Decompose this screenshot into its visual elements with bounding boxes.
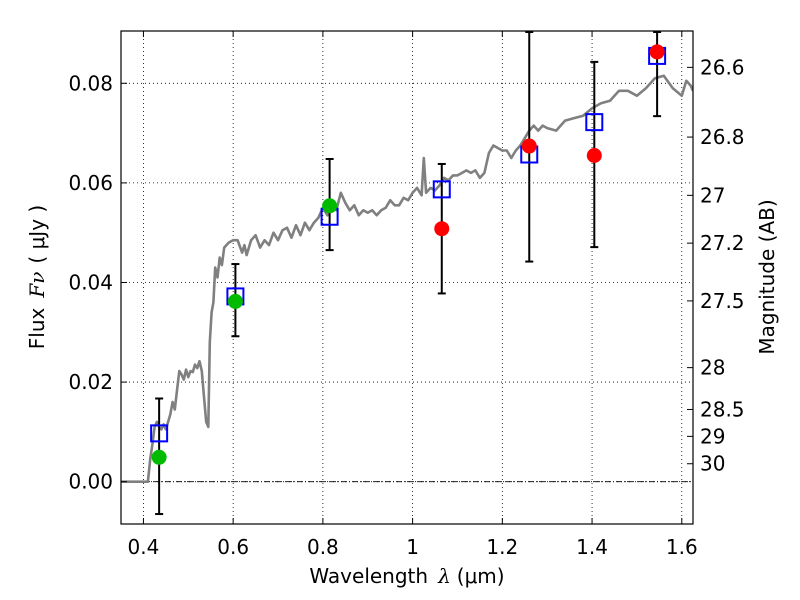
magnitude-tick-label: 26.8	[700, 125, 745, 149]
x-tick-label: 0.8	[307, 535, 339, 559]
x-axis-unit: (μm)	[457, 564, 505, 588]
x-tick-label: 1	[406, 535, 419, 559]
y-axis-title: Flux Fν ( μJy )	[25, 205, 49, 349]
magnitude-tick-label: 26.6	[700, 55, 745, 79]
y-tick-label: 0.00	[68, 470, 113, 494]
magnitude-tick-label: 28	[700, 356, 725, 380]
observed-flux-point	[227, 293, 243, 309]
magnitude-tick-label: 27	[700, 183, 725, 207]
magnitude-tick-label: 29	[700, 424, 725, 448]
sed-model-line	[121, 74, 693, 484]
model-photometry-square	[585, 113, 604, 132]
magnitude-tick-label: 27.2	[700, 231, 745, 255]
magnitude-tick-label: 27.5	[700, 289, 745, 313]
observed-flux-point	[649, 44, 665, 60]
magnitude-tick-label: 28.5	[700, 397, 745, 421]
y-tick-label: 0.06	[68, 171, 113, 195]
y-axis-unit: ( μJy )	[25, 205, 49, 264]
plot-frame	[120, 30, 694, 525]
y-axis-title-prefix: Flux	[25, 307, 49, 349]
y-axis-symbol: Fν	[25, 272, 49, 299]
x-tick-label: 0.6	[217, 535, 249, 559]
x-axis-title-prefix: Wavelength	[309, 564, 428, 588]
magnitude-ticks: 26.6 26.8 27 27.2 27.5 28 28.5 29 30	[687, 55, 745, 476]
magnitude-tick-label: 30	[700, 452, 725, 476]
x-tick-label: 0.4	[128, 535, 160, 559]
y-tick-label: 0.04	[68, 270, 113, 294]
x-tick-label: 1.6	[666, 535, 698, 559]
x-tick-label: 1.2	[486, 535, 518, 559]
observed-flux-point	[151, 449, 167, 465]
observed-flux-point	[322, 198, 338, 214]
right-axis-title: Magnitude (AB)	[755, 199, 779, 354]
model-photometry-square	[150, 424, 169, 443]
x-tick-label: 1.4	[576, 535, 608, 559]
x-axis-symbol: λ	[437, 564, 451, 588]
x-ticks: 0.4 0.6 0.8 1 1.2 1.4 1.6	[128, 31, 698, 559]
observed-flux-point	[521, 138, 537, 154]
model-photometry-square	[432, 180, 451, 199]
y-tick-label: 0.02	[68, 370, 113, 394]
x-axis-title: Wavelength λ (μm)	[309, 564, 504, 588]
y-ticks: 0.00 0.02 0.04 0.06 0.08	[68, 71, 127, 494]
y-tick-label: 0.08	[68, 71, 113, 95]
observed-flux-point	[586, 147, 602, 163]
sed-line-layer	[121, 74, 693, 484]
observed-flux-point	[434, 221, 450, 237]
observed-point-layer	[151, 44, 665, 465]
